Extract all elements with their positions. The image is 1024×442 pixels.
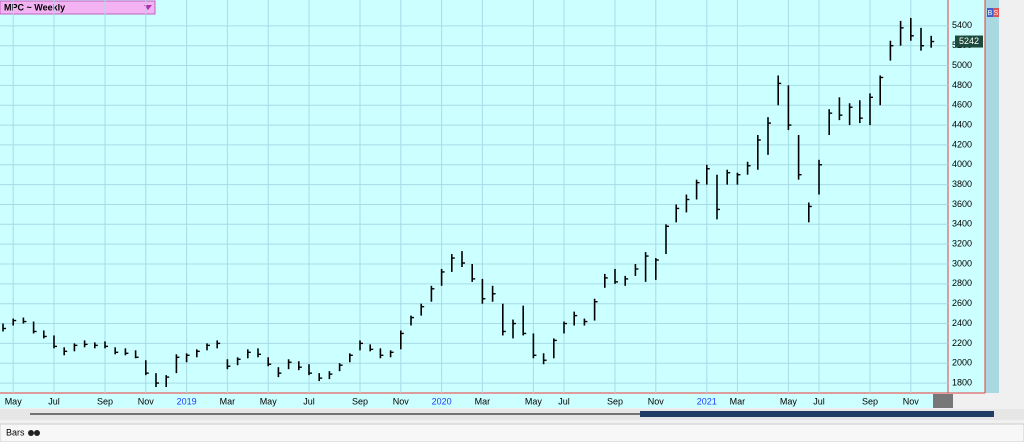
y-tick-label: 4400 — [952, 119, 972, 129]
x-tick-label: 2021 — [697, 396, 717, 406]
y-tick-label: 4200 — [952, 139, 972, 149]
x-tick-label: Sep — [352, 396, 368, 406]
y-tick-label: 2200 — [952, 338, 972, 348]
y-tick-label: 3000 — [952, 258, 972, 268]
x-tick-label: Nov — [648, 396, 665, 406]
buy-button[interactable] — [987, 8, 993, 17]
x-tick-label: Jul — [303, 396, 315, 406]
x-tick-label: Sep — [97, 396, 113, 406]
x-tick-label: Mar — [730, 396, 746, 406]
footer-label: Bars — [6, 427, 25, 437]
x-tick-label: 2019 — [177, 396, 197, 406]
y-tick-label: 5400 — [952, 20, 972, 30]
sell-button[interactable] — [993, 8, 999, 17]
x-tick-label: Nov — [138, 396, 155, 406]
y-tick-label: 4800 — [952, 80, 972, 90]
x-tick-label: May — [5, 396, 23, 406]
last-price-box — [955, 35, 983, 48]
x-tick-label: Sep — [607, 396, 623, 406]
x-tick-label: Nov — [393, 396, 410, 406]
x-tick-label: Jul — [48, 396, 60, 406]
y-tick-label: 1800 — [952, 377, 972, 387]
y-tick-label: 3400 — [952, 219, 972, 229]
y-tick-label: 2600 — [952, 298, 972, 308]
x-tick-label: May — [260, 396, 278, 406]
y-tick-label: 3200 — [952, 239, 972, 249]
scroll-thumb[interactable] — [640, 411, 994, 417]
buy-label: B — [988, 10, 993, 17]
y-tick-label: 3600 — [952, 199, 972, 209]
chart-title: MPC ~ Weekly — [4, 2, 65, 12]
footer-icon[interactable] — [34, 430, 40, 436]
sell-label: S — [994, 10, 999, 17]
x-tick-label: Jul — [813, 396, 825, 406]
corner-box — [933, 394, 953, 408]
symbol-box[interactable] — [0, 0, 156, 15]
x-tick-label: 2020 — [432, 396, 452, 406]
y-tick-label: 2400 — [952, 318, 972, 328]
x-tick-label: Jul — [558, 396, 570, 406]
x-tick-label: May — [780, 396, 798, 406]
y-tick-label: 2800 — [952, 278, 972, 288]
y-tick-label: 5000 — [952, 60, 972, 70]
x-tick-label: Nov — [903, 396, 920, 406]
side-strip — [985, 0, 999, 393]
y-tick-label: 4000 — [952, 159, 972, 169]
last-price-label: 5242 — [959, 36, 979, 46]
y-tick-label: 2000 — [952, 358, 972, 368]
plot-area — [0, 0, 985, 393]
x-tick-label: May — [525, 396, 543, 406]
x-tick-label: Mar — [475, 396, 491, 406]
x-axis-area — [0, 394, 933, 408]
footer — [0, 423, 1024, 442]
x-tick-label: Sep — [862, 396, 878, 406]
footer-icon[interactable] — [28, 430, 34, 436]
y-tick-label: 3800 — [952, 179, 972, 189]
x-tick-label: Mar — [220, 396, 236, 406]
y-tick-label: 4600 — [952, 100, 972, 110]
